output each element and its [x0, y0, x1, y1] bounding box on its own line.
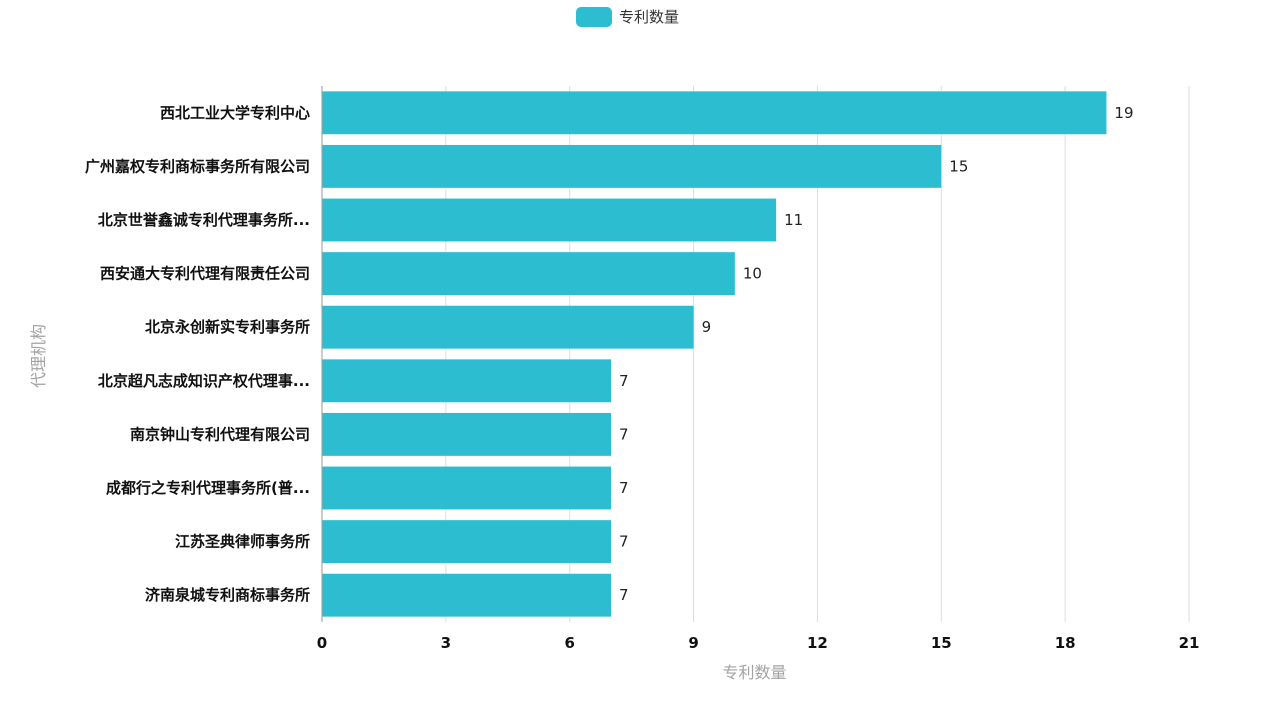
x-tick-label: 3: [441, 634, 451, 652]
y-axis-title: 代理机构: [29, 324, 48, 388]
x-tick-label: 21: [1179, 634, 1200, 652]
bar[interactable]: [322, 412, 611, 456]
bar[interactable]: [322, 305, 694, 349]
value-label: 7: [619, 425, 629, 443]
x-tick-label: 15: [931, 634, 952, 652]
category-label: 北京永创新实专利事务所: [145, 318, 310, 336]
bar[interactable]: [322, 198, 777, 242]
category-labels: 西北工业大学专利中心广州嘉权专利商标事务所有限公司北京世誉鑫诚专利代理事务所..…: [85, 104, 310, 604]
bar[interactable]: [322, 359, 611, 403]
legend-swatch: [576, 6, 612, 27]
bar[interactable]: [322, 466, 611, 510]
category-label: 广州嘉权专利商标事务所有限公司: [85, 157, 310, 175]
value-label: 7: [619, 586, 629, 604]
legend-label: 专利数量: [619, 8, 680, 26]
value-label: 9: [702, 318, 712, 336]
category-label: 南京钟山专利代理有限公司: [130, 425, 310, 443]
value-label: 19: [1114, 104, 1133, 122]
x-tick-label: 9: [688, 634, 698, 652]
category-label: 西安通大专利代理有限责任公司: [100, 265, 310, 283]
category-label: 西北工业大学专利中心: [160, 104, 310, 122]
bars: [322, 91, 1107, 617]
category-label: 成都行之专利代理事务所(普...: [106, 479, 310, 497]
category-label: 北京超凡志成知识产权代理事...: [98, 372, 310, 390]
x-tick-label: 12: [807, 634, 828, 652]
category-label: 江苏圣典律师事务所: [175, 533, 310, 551]
value-label: 11: [784, 211, 803, 229]
bar[interactable]: [322, 144, 942, 188]
x-tick-label: 0: [317, 634, 327, 652]
value-labels: 19 15 11 10 9 7 7 7 7 7: [619, 104, 1134, 604]
category-label: 北京世誉鑫诚专利代理事务所...: [98, 211, 310, 229]
legend[interactable]: 专利数量: [576, 6, 679, 27]
value-label: 15: [949, 157, 968, 175]
value-label: 7: [619, 372, 629, 390]
category-label: 济南泉城专利商标事务所: [145, 586, 310, 604]
value-label: 7: [619, 533, 629, 551]
bar[interactable]: [322, 91, 1107, 135]
x-tick-labels: 0 3 6 9 12 15 18 21: [317, 634, 1200, 652]
x-tick-label: 18: [1055, 634, 1076, 652]
x-tick-label: 6: [564, 634, 574, 652]
value-label: 7: [619, 479, 629, 497]
bar[interactable]: [322, 520, 611, 564]
x-axis-title: 专利数量: [722, 663, 786, 682]
bar[interactable]: [322, 252, 735, 296]
bar[interactable]: [322, 573, 611, 617]
value-label: 10: [743, 265, 762, 283]
